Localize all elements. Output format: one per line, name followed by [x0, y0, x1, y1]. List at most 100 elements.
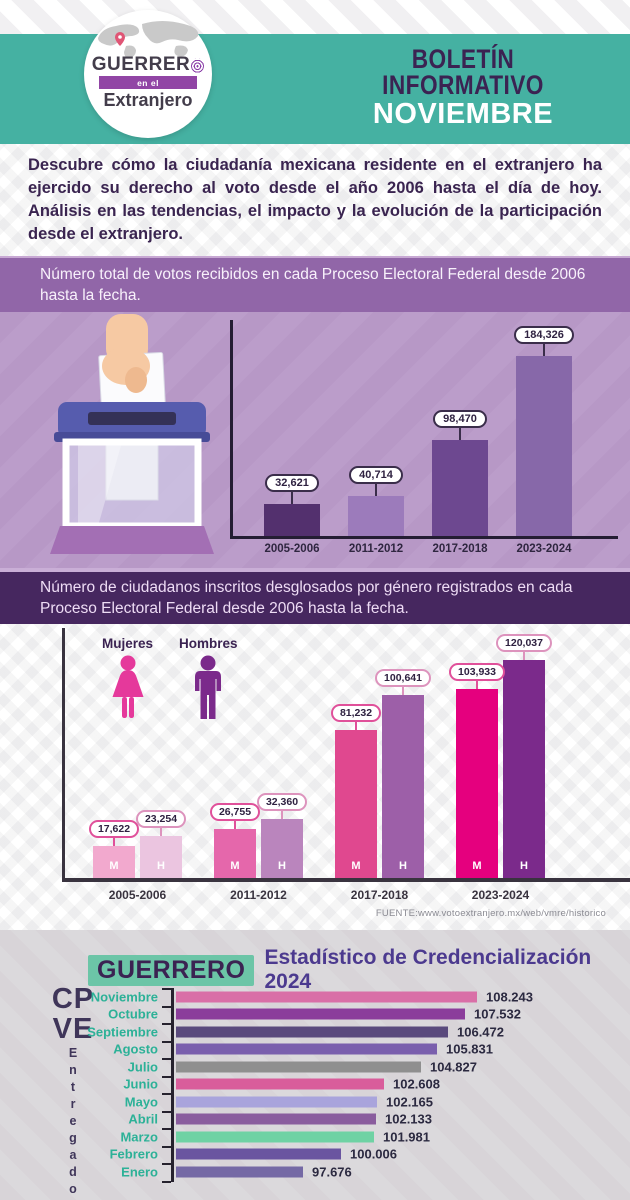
votes-bar-column: 32,621: [261, 474, 323, 536]
x-tick-label: 2017-2018: [432, 543, 488, 555]
label-stem: [355, 722, 357, 730]
credential-row-Noviembre: Noviembre 108.243: [0, 988, 630, 1006]
bar-2023-2024-H: H: [503, 660, 545, 878]
legend-label-hombres: Hombres: [179, 636, 238, 651]
label-stem: [476, 681, 478, 689]
x-tick-label: 2005-2006: [108, 888, 167, 902]
credential-chart: Noviembre 108.243 Octubre 107.532 Septiembre…: [0, 988, 630, 1188]
gender-bar-column: 100,641 H: [375, 669, 431, 878]
value-label: 120,037: [496, 634, 552, 652]
cpve-label-ve: VE: [52, 1013, 94, 1045]
gender-bar-column: 120,037 H: [496, 634, 552, 878]
bar-2011-2012-M: M: [214, 829, 256, 878]
gender-bar-column: 103,933 M: [449, 663, 505, 878]
logo-subtitle: Extranjero: [103, 90, 193, 110]
value-label: 26,755: [209, 803, 261, 821]
credential-row-Abril: Abril 102.133: [0, 1111, 630, 1129]
series-letter: H: [399, 860, 407, 872]
axis-tick: [162, 1023, 171, 1025]
gender-chart-section: Mujeres Hombres 17,622 M 23,254 H 26,755 M 32,…: [0, 624, 630, 930]
credential-title: Estadístico de Credencialización 2024: [264, 946, 592, 993]
month-label: Junio: [123, 1076, 158, 1092]
votes-chart: 32,621 40,714 98,470 184,326 2005-2006 2011-…: [230, 320, 618, 555]
month-label: Agosto: [113, 1041, 158, 1057]
axis-tick: [162, 988, 171, 990]
votes-plot-area: 32,621 40,714 98,470 184,326: [230, 320, 618, 539]
x-tick-label: 2011-2012: [348, 543, 404, 555]
ballot-box-base: [50, 526, 214, 554]
bar-2011-2012-H: H: [261, 819, 303, 878]
value-label: 104.827: [430, 1059, 477, 1075]
logo-title-text: GUERRER: [91, 54, 191, 75]
series-letter: M: [472, 860, 482, 872]
intro-paragraph: Descubre cómo la ciudadanía mexicana res…: [28, 156, 602, 243]
axis-tick: [162, 1093, 171, 1095]
bulletin-title-line2: INFORMATIVO: [382, 70, 544, 100]
value-label: 102.608: [393, 1076, 440, 1092]
axis-tick: [162, 1005, 171, 1008]
credential-y-axis: [171, 988, 174, 1182]
legend-label-mujeres: Mujeres: [102, 636, 154, 651]
axis-tick: [162, 1180, 171, 1183]
credential-chart-section: GUERRERO Estadístico de Credencializació…: [0, 930, 630, 1200]
month-label: Febrero: [109, 1146, 158, 1162]
credential-title-row: GUERRERO Estadístico de Credencializació…: [88, 946, 630, 994]
credential-row-Julio: Julio 104.827: [0, 1058, 630, 1076]
label-stem: [402, 687, 404, 695]
series-letter: H: [157, 860, 165, 872]
label-stem: [160, 828, 162, 836]
bar-2017-2018-M: M: [335, 730, 377, 878]
bar-Febrero: [176, 1148, 341, 1160]
bar-2017-2018-H: H: [382, 695, 424, 878]
bar-Noviembre: [176, 991, 477, 1003]
source-citation: FUENTE:www.votoextranjero.mx/web/vmre/hi…: [375, 908, 606, 919]
label-stem: [234, 821, 236, 829]
logo-title: GUERRER: [91, 54, 205, 75]
ballot-box-illustration: [14, 314, 218, 567]
series-letter: H: [520, 860, 528, 872]
mujeres-icon: [112, 655, 144, 718]
bar-2023-2024: [516, 356, 572, 536]
votes-x-axis-labels: 2005-2006 2011-2012 2017-2018 2023-2024: [230, 543, 618, 555]
gender-bar-column: 23,254 H: [135, 810, 187, 878]
credential-row-Marzo: Marzo 101.981: [0, 1128, 630, 1146]
location-pin-icon: [115, 32, 125, 46]
x-tick-label: 2023-2024: [471, 888, 530, 902]
value-label: 23,254: [135, 810, 187, 828]
axis-tick: [162, 1110, 171, 1113]
axis-tick: [162, 1075, 171, 1078]
bar-Septiembre: [176, 1026, 448, 1038]
bar-2005-2006-M: M: [93, 846, 135, 878]
credential-row-Febrero: Febrero 100.006: [0, 1146, 630, 1164]
bar-2011-2012: [348, 496, 404, 536]
month-label: Abril: [128, 1111, 158, 1127]
value-label: 32,360: [256, 793, 308, 811]
value-label: 105.831: [446, 1041, 493, 1057]
votes-banner: Número total de votos recibidos en cada …: [0, 256, 630, 312]
gender-bar-column: 81,232 M: [330, 704, 382, 878]
x-tick-label: 2011-2012: [230, 888, 287, 902]
credential-rows: Noviembre 108.243 Octubre 107.532 Septiembre…: [0, 988, 630, 1181]
value-label: 184,326: [514, 326, 574, 344]
label-stem: [281, 811, 283, 819]
bar-Abril: [176, 1113, 376, 1125]
series-letter: H: [278, 860, 286, 872]
value-label: 107.532: [474, 1006, 521, 1022]
value-label: 103,933: [449, 663, 505, 681]
gender-x-axis-labels: 2005-2006 2011-2012 2017-2018 2023-2024: [93, 888, 545, 902]
votes-bar-column: 98,470: [429, 410, 491, 536]
bar-Junio: [176, 1078, 384, 1090]
axis-tick: [162, 1128, 171, 1130]
bar-2017-2018: [432, 440, 488, 536]
bar-2005-2006: [264, 504, 320, 536]
x-tick-label: 2023-2024: [516, 543, 572, 555]
gender-group-2011-2012: 26,755 M 32,360 H: [209, 793, 308, 878]
month-label: Mayo: [124, 1094, 158, 1110]
gender-group-2005-2006: 17,622 M 23,254 H: [88, 810, 187, 878]
intro-section: Descubre cómo la ciudadanía mexicana res…: [0, 144, 630, 256]
bulletin-title-line1: BOLETÍN: [411, 44, 515, 74]
label-stem: [375, 484, 377, 496]
value-label: 102.133: [385, 1111, 432, 1127]
credential-row-Agosto: Agosto 105.831: [0, 1041, 630, 1059]
